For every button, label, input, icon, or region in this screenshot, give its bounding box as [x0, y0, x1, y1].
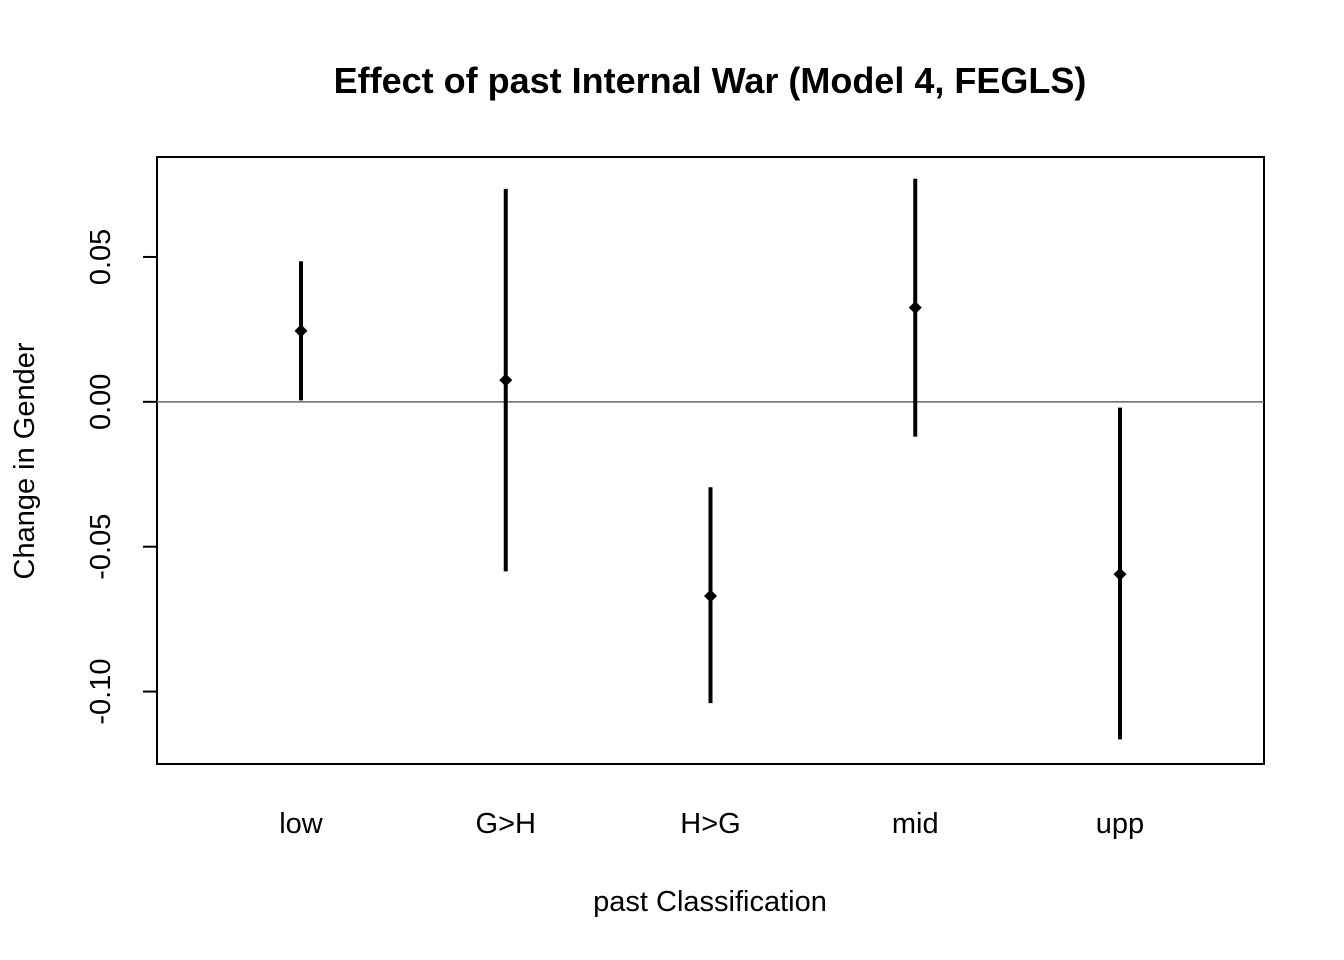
y-tick-label: -0.10 [85, 659, 117, 725]
x-tick-label: low [279, 808, 324, 840]
x-axis-label: past Classification [593, 886, 827, 918]
x-tick-label: G>H [476, 808, 536, 840]
y-axis: -0.10 -0.05 0.00 0.05 [85, 229, 157, 725]
chart-title: Effect of past Internal War (Model 4, FE… [334, 60, 1087, 101]
y-tick-label: -0.05 [85, 514, 117, 580]
point-estimate [704, 589, 717, 603]
x-tick-label: mid [892, 808, 939, 840]
point-estimate [1113, 567, 1127, 581]
y-axis-label: Change in Gender [9, 342, 41, 579]
x-tick-label: upp [1096, 808, 1144, 840]
y-tick-label: 0.00 [85, 374, 117, 430]
error-bars [294, 178, 1127, 740]
plot-frame [156, 156, 1265, 765]
point-estimate [294, 324, 308, 338]
point-estimate [499, 373, 513, 387]
y-tick-label: 0.05 [85, 229, 117, 285]
x-tick-label: H>G [680, 808, 740, 840]
point-estimate [908, 301, 922, 315]
x-axis: low G>H H>G mid upp [279, 808, 1144, 840]
